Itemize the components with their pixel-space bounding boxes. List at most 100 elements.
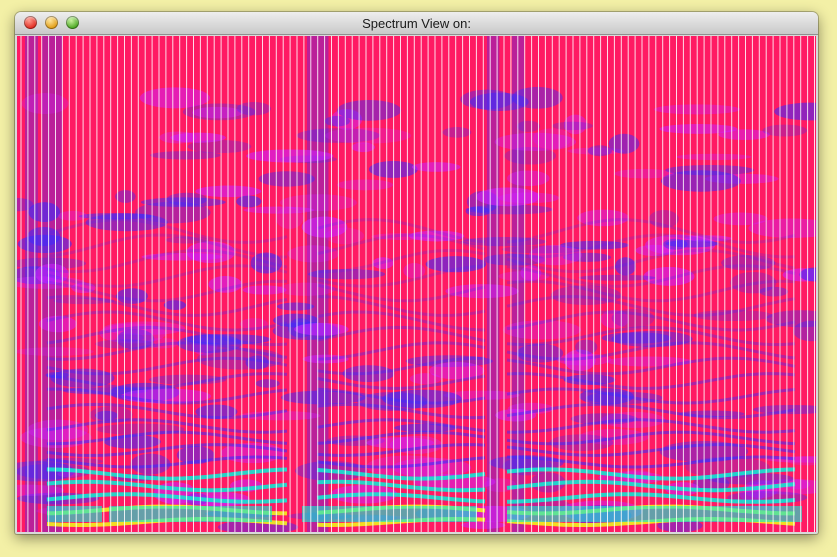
low-frequency-band [109, 506, 272, 522]
harmonic-band [47, 430, 288, 446]
zoom-icon[interactable] [66, 16, 79, 29]
spectrum-blob [163, 300, 187, 310]
harmonic-band [506, 310, 796, 332]
spectrum-blob [17, 257, 87, 270]
spectrum-blob [141, 253, 224, 261]
spectrum-blob [665, 165, 755, 176]
spectrum-view[interactable] [17, 36, 816, 532]
harmonic-band [506, 248, 796, 274]
spectrum-blob [409, 373, 442, 385]
harmonic-band [46, 418, 288, 434]
spectrum-blob [551, 121, 593, 131]
spectrum-blob [575, 339, 598, 355]
spectrum-blob [337, 179, 394, 191]
harmonic-band [46, 310, 288, 332]
spectrum-blob [336, 99, 402, 121]
spectrum-blob [294, 322, 349, 336]
spectrum-blob [95, 339, 155, 349]
spectrum-blob [560, 240, 630, 250]
harmonic-band [506, 356, 796, 376]
harmonic-band [46, 492, 288, 504]
spectrum-blob [195, 404, 238, 419]
title-bar[interactable]: Spectrum View on: [15, 12, 818, 35]
minimize-icon[interactable] [45, 16, 58, 29]
spectrum-blob [759, 286, 789, 297]
spectrum-blob [275, 207, 304, 229]
harmonic-band [506, 372, 796, 390]
spectrum-blob [351, 142, 375, 153]
spectrum-blob [342, 365, 395, 382]
spectrum-blob [17, 461, 76, 482]
spectrum-blob [601, 332, 672, 344]
spectrum-blob [495, 408, 537, 422]
spectrum-blob [721, 255, 776, 271]
close-icon[interactable] [24, 16, 37, 29]
spectrum-blob [27, 226, 61, 247]
spectrum-blob [302, 354, 349, 364]
spectrum-blob [140, 197, 226, 207]
spectrum-blob [502, 320, 582, 340]
spectrum-blob [482, 253, 546, 266]
harmonic-band [506, 264, 796, 288]
spectrum-blob [392, 457, 472, 478]
spectrum-blob [460, 89, 514, 110]
spectrum-blob [465, 206, 491, 217]
spectrum-blob [130, 453, 171, 475]
spectrum-blob [684, 235, 732, 242]
harmonic-band [506, 443, 796, 457]
harmonic-band [506, 430, 796, 446]
spectrum-blob [279, 194, 357, 211]
spectrum-blob [660, 170, 741, 192]
spectrum-blob [469, 92, 529, 112]
spectrum-blob [445, 284, 519, 299]
harmonic-band [46, 325, 288, 347]
harmonic-band [46, 387, 288, 405]
spectrum-blob [550, 285, 622, 306]
spectrum-blob [17, 484, 65, 496]
spectrum-blob [50, 368, 115, 388]
spectrum-blob [516, 343, 564, 363]
spectrum-blob [774, 102, 816, 121]
spectrum-blob [614, 168, 675, 179]
spectrum-blob [273, 313, 319, 328]
spectrum-blob [144, 337, 180, 349]
spectrum-blob [115, 190, 136, 203]
spectrum-blob [765, 310, 816, 328]
harmonic-band [46, 356, 288, 376]
harmonic-band [506, 325, 796, 347]
harmonic-band [506, 279, 796, 303]
spectrum-blob [45, 371, 70, 379]
spectrum-blob [242, 285, 287, 295]
spectrum-blob [139, 87, 210, 109]
harmonic-band [46, 443, 288, 457]
harmonic-band [506, 418, 796, 434]
spectrum-blob [280, 390, 367, 405]
spectrum-blob [150, 151, 221, 160]
spectrum-blob [577, 209, 629, 227]
spectrum-blob [608, 133, 640, 154]
spectrum-blob [35, 263, 69, 285]
spectrum-blob [78, 212, 155, 220]
harmonic-band [506, 479, 796, 493]
spectrum-blob [615, 257, 636, 276]
spectrum-blob [528, 244, 582, 266]
harmonic-band [46, 233, 288, 259]
spectrum-blob [21, 93, 69, 115]
spectrum-blob [520, 265, 542, 281]
harmonic-band [506, 233, 796, 259]
harmonic-band [506, 295, 796, 317]
low-frequency-band [302, 506, 477, 522]
spectrum-blob [511, 86, 563, 109]
spectrum-blob [442, 127, 472, 138]
spectrum-blob [516, 120, 541, 132]
harmonic-band [506, 218, 796, 244]
spectrum-blob [258, 171, 315, 187]
spectrum-blob [287, 245, 339, 263]
spectrum-blob [587, 145, 613, 157]
harmonic-band [506, 387, 796, 405]
harmonic-band [46, 218, 288, 244]
spectrum-blob [255, 379, 280, 388]
spectrum-blob [103, 321, 186, 336]
spectrum-blob [94, 410, 119, 421]
spectrum-blob [678, 410, 745, 418]
